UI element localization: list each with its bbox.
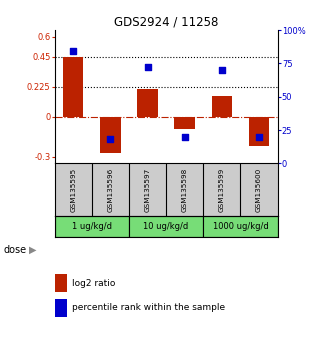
Bar — [100, 117, 121, 153]
Text: GSM135600: GSM135600 — [256, 167, 262, 212]
Bar — [203, 216, 278, 237]
Point — [145, 64, 150, 70]
Point — [108, 137, 113, 142]
Text: 1000 ug/kg/d: 1000 ug/kg/d — [213, 222, 268, 231]
Bar — [249, 117, 269, 146]
Text: 1 ug/kg/d: 1 ug/kg/d — [72, 222, 112, 231]
Text: log2 ratio: log2 ratio — [72, 279, 116, 288]
Bar — [175, 117, 195, 130]
Title: GDS2924 / 11258: GDS2924 / 11258 — [114, 16, 218, 29]
Text: GSM135595: GSM135595 — [70, 167, 76, 212]
Text: ▶: ▶ — [29, 245, 36, 255]
Text: GSM135597: GSM135597 — [144, 167, 151, 212]
Text: GSM135596: GSM135596 — [107, 167, 113, 212]
Text: 10 ug/kg/d: 10 ug/kg/d — [143, 222, 189, 231]
Text: percentile rank within the sample: percentile rank within the sample — [72, 303, 225, 313]
Point — [71, 48, 76, 54]
Point — [182, 134, 187, 139]
Bar — [63, 57, 83, 117]
Bar — [129, 216, 203, 237]
Bar — [212, 96, 232, 117]
Bar — [55, 216, 129, 237]
Text: GSM135598: GSM135598 — [182, 167, 188, 212]
Bar — [137, 89, 158, 117]
Point — [219, 67, 224, 73]
Point — [256, 134, 262, 139]
Text: GSM135599: GSM135599 — [219, 167, 225, 212]
Text: dose: dose — [3, 245, 26, 255]
